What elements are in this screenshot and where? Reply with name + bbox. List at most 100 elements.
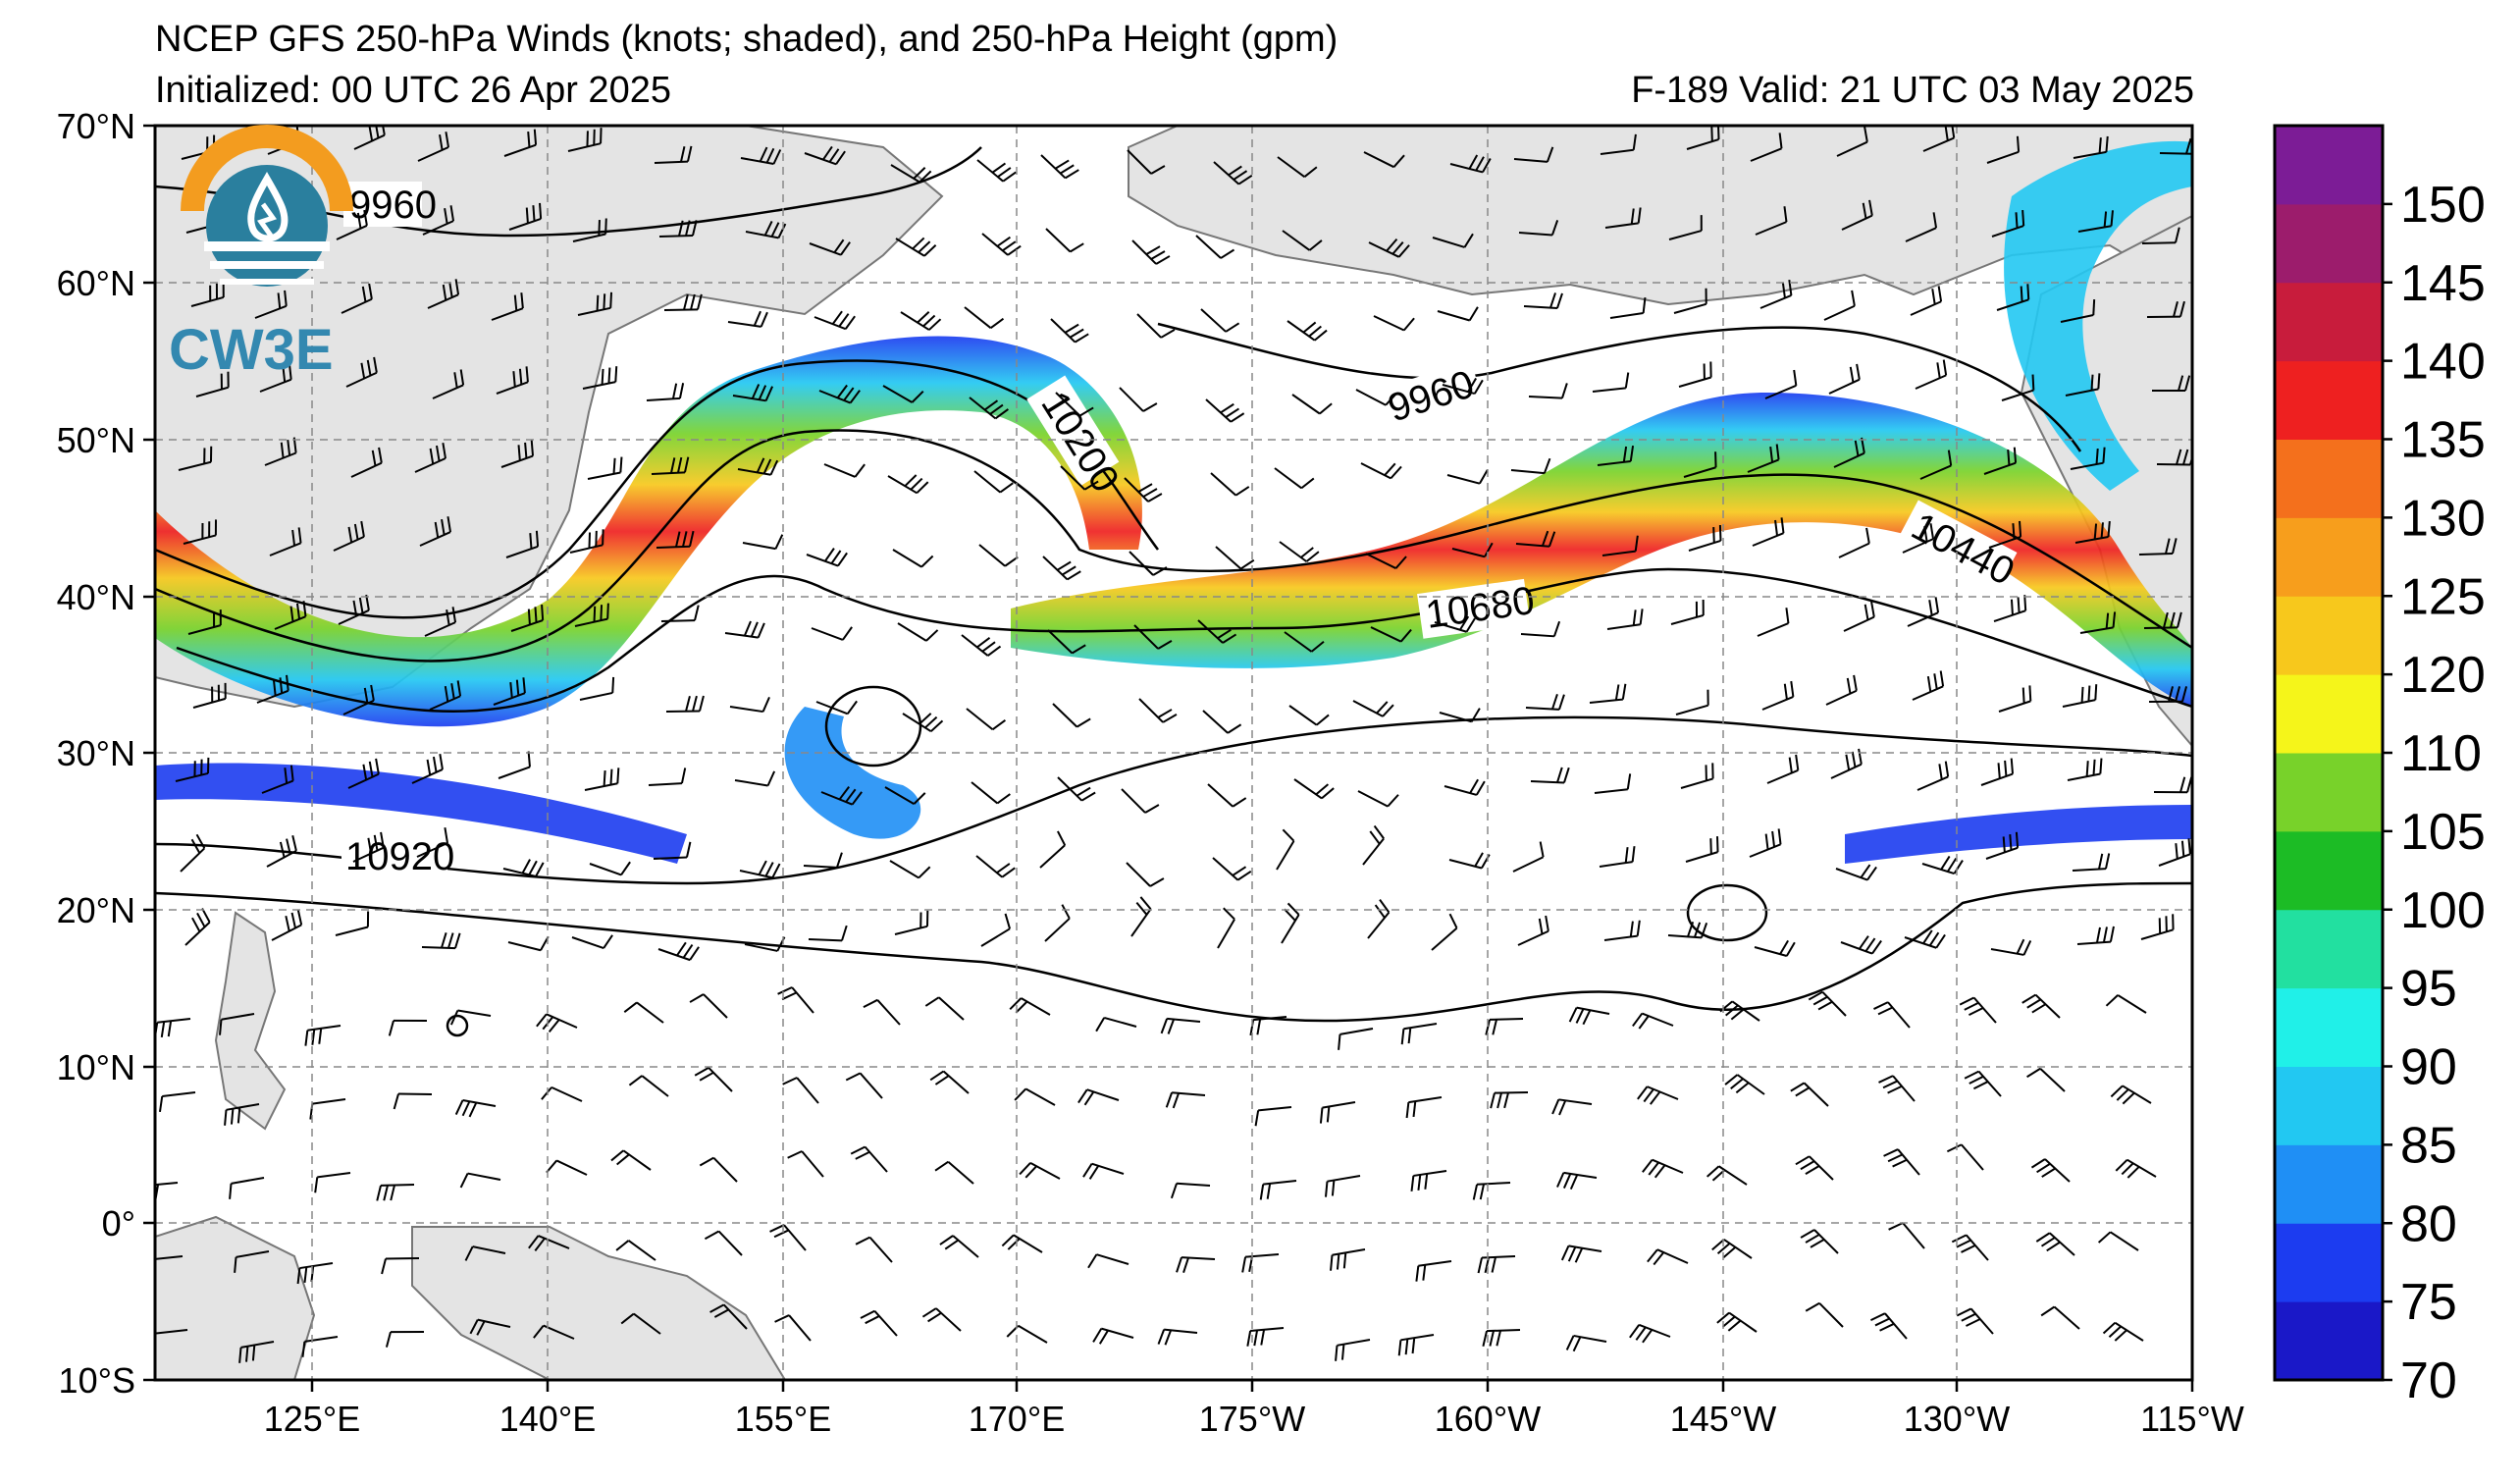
wind-barb-feather — [762, 458, 772, 474]
wind-barb — [1576, 1006, 1610, 1015]
wind-barb-feather — [2097, 373, 2101, 390]
wind-barb-feather — [913, 792, 926, 805]
wind-barb-feather — [1253, 1330, 1259, 1347]
wind-barb-feather — [1639, 609, 1644, 625]
wind-barb — [1750, 147, 1782, 162]
wind-barb — [1993, 609, 2026, 622]
wind-barb-feather — [2046, 1241, 2061, 1252]
wind-barb-feather — [314, 1177, 319, 1193]
wind-barb-feather — [616, 1153, 630, 1166]
wind-barb-feather — [296, 603, 300, 619]
wind-barb — [1250, 1327, 1285, 1332]
wind-barb — [978, 544, 1006, 567]
wind-barb — [462, 1099, 497, 1107]
wind-barb — [538, 1235, 570, 1249]
wind-barb-feather — [1951, 126, 1956, 138]
wind-barb-feather — [441, 932, 447, 948]
wind-barb — [1884, 1312, 1908, 1340]
wind-barb-feather — [525, 207, 529, 224]
wind-barb-feather — [2012, 523, 2016, 540]
wind-barb — [708, 1067, 733, 1092]
wind-barb — [1683, 466, 1716, 478]
wind-barb-feather — [1490, 1092, 1496, 1109]
wind-barb-feather — [2021, 993, 2036, 1004]
lon-label-125e: 125°E — [264, 1399, 360, 1439]
wind-barb-feather — [361, 286, 367, 302]
wind-barb-feather — [509, 682, 513, 699]
wind-barb-feather — [910, 477, 923, 491]
wind-barb — [1281, 914, 1300, 944]
wind-barb-feather — [2030, 1158, 2046, 1169]
wind-barb — [1915, 374, 1947, 390]
lat-label-60n: 60°N — [57, 263, 135, 303]
wind-barb-feather — [1137, 483, 1153, 493]
wind-barb-feather — [1001, 1234, 1015, 1247]
wind-barb — [347, 772, 380, 789]
wind-barb — [543, 1324, 575, 1340]
wind-barb-feather — [2002, 836, 2006, 853]
wind-barb-feather — [528, 1235, 540, 1249]
wind-barb — [876, 999, 901, 1026]
wind-barb-feather — [459, 369, 465, 386]
lat-label-30n: 30°N — [57, 733, 135, 773]
wind-barb-feather — [453, 372, 458, 389]
wind-barb-feather — [1002, 171, 1017, 183]
wind-barb-feather — [201, 908, 211, 924]
wind-barb-feather — [1769, 446, 1774, 463]
wind-barb — [636, 1001, 664, 1024]
wind-barb-feather — [602, 529, 604, 546]
wind-barb — [2053, 1305, 2080, 1330]
wind-barb-feather — [2126, 1166, 2140, 1179]
wind-barb — [192, 697, 227, 709]
wind-barb-feather — [1496, 1092, 1502, 1109]
colorbar-label: 90 — [2400, 1039, 2457, 1096]
wind-barb — [868, 1236, 893, 1263]
wind-barb-feather — [976, 637, 991, 649]
wind-barb-feather — [1870, 1312, 1886, 1322]
wind-barb-feather — [1135, 902, 1148, 916]
wind-barb — [657, 948, 691, 962]
wind-barb-feather — [923, 244, 937, 257]
wind-barb-feather — [279, 677, 284, 694]
wind-barb-feather — [1775, 444, 1780, 460]
wind-barb-feather — [849, 390, 861, 404]
wind-barb-feather — [994, 408, 1009, 420]
wind-barb-feather — [1574, 1247, 1584, 1263]
wind-barb — [491, 307, 524, 321]
wind-barb-feather — [442, 284, 447, 301]
wind-barb-feather — [676, 941, 687, 957]
wind-barb — [1678, 376, 1711, 388]
wind-barb-feather — [760, 311, 768, 328]
wind-barb-feather — [1019, 1162, 1031, 1176]
wind-barb — [505, 545, 539, 558]
wind-barb-feather — [2017, 597, 2021, 613]
lon-label-145w: 145°W — [1670, 1399, 1776, 1439]
wind-barb-feather — [373, 834, 379, 851]
wind-barb-feather — [284, 290, 288, 306]
wind-barb-feather — [1805, 1234, 1820, 1244]
wind-barb-feather — [822, 145, 833, 161]
wind-barb-feather — [2016, 938, 2025, 955]
wind-barb-feather — [288, 363, 292, 380]
wind-barb-feather — [390, 1185, 395, 1201]
wind-barb — [1755, 221, 1787, 236]
wind-barb-feather — [1468, 154, 1479, 170]
wind-barb-feather — [1718, 524, 1722, 542]
wind-barb-feather — [1479, 469, 1489, 485]
wind-barb — [1641, 1012, 1674, 1027]
wind-barb-feather — [1088, 1165, 1100, 1180]
lat-label-70n: 70°N — [57, 106, 135, 146]
wind-barb — [1604, 222, 1639, 229]
wind-barb — [703, 993, 728, 1019]
wind-barb-feather — [840, 241, 851, 256]
wind-barb-feather — [1391, 241, 1404, 255]
wind-barb — [385, 1257, 420, 1260]
colorbar-swatch — [2275, 674, 2383, 754]
wind-barb — [1916, 775, 1949, 791]
wind-barb-feather — [289, 606, 294, 622]
wind-barb-feather — [1956, 1239, 1971, 1248]
wind-barb-feather — [1631, 846, 1636, 863]
wind-barb — [1813, 1229, 1839, 1254]
wind-barb-feather — [1642, 1159, 1654, 1173]
wind-barb — [1044, 918, 1071, 942]
